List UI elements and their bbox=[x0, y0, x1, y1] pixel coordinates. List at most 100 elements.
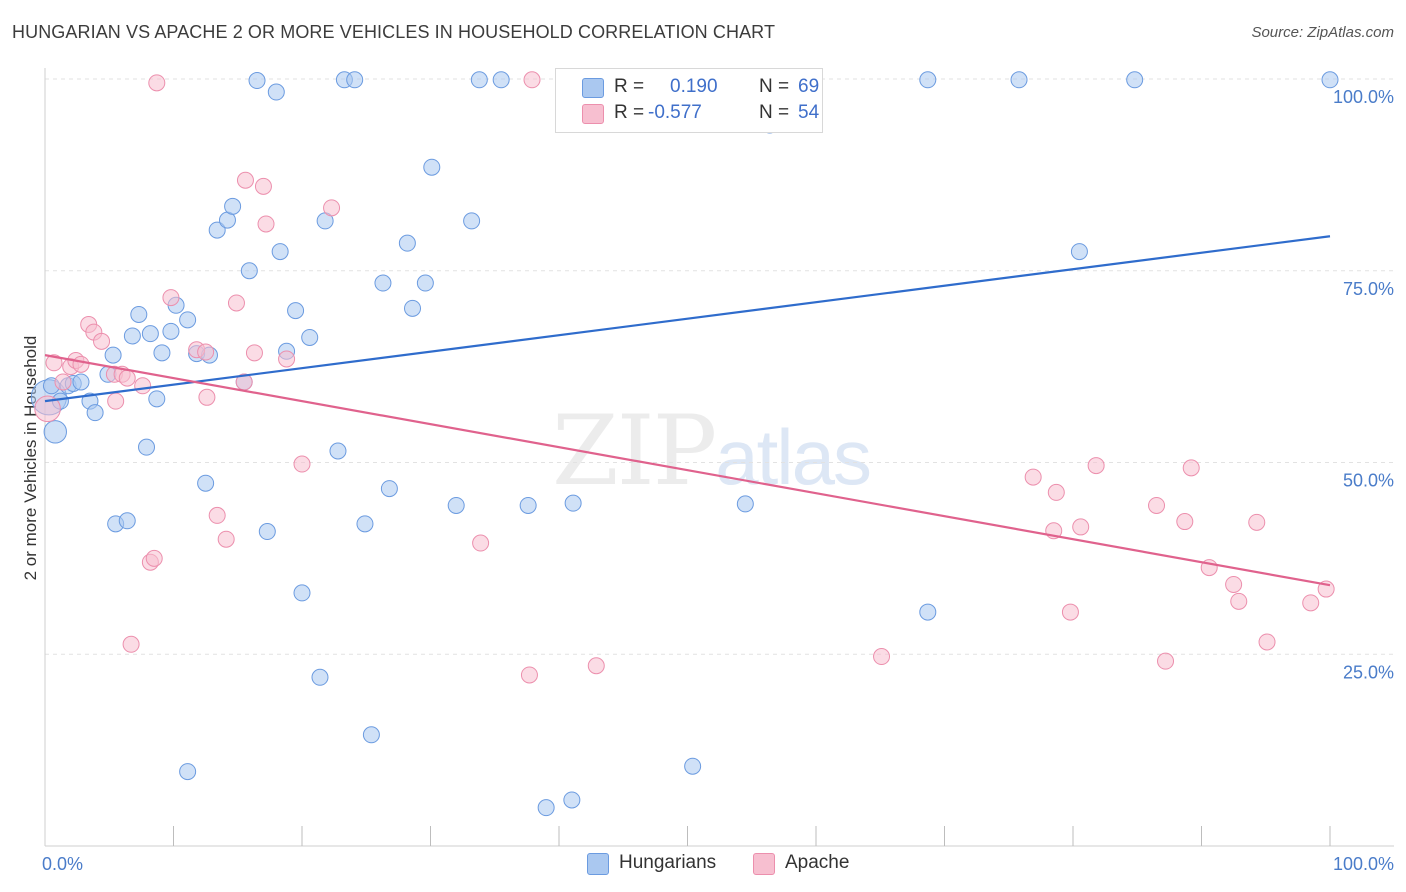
hungarians-point bbox=[356, 515, 374, 533]
source-label: Source: ZipAtlas.com bbox=[1251, 24, 1394, 41]
hungarians-point bbox=[148, 390, 166, 408]
hungarians-point bbox=[537, 799, 555, 817]
apache-point bbox=[1061, 603, 1079, 621]
hungarians-point bbox=[423, 158, 441, 176]
apache-point bbox=[148, 74, 166, 92]
legend-r-label: R = bbox=[614, 76, 645, 97]
hungarians-point bbox=[118, 512, 136, 530]
apache-point bbox=[118, 369, 136, 387]
apache-point bbox=[208, 506, 226, 524]
hungarians-point bbox=[208, 221, 226, 239]
apache-point bbox=[1072, 518, 1090, 536]
apache-point bbox=[873, 648, 891, 666]
hungarians-point bbox=[141, 325, 159, 343]
x-tick-label: 100.0% bbox=[1333, 854, 1394, 874]
hungarians-point bbox=[72, 373, 90, 391]
hungarians-point bbox=[179, 763, 197, 781]
hungarians-point bbox=[153, 344, 171, 362]
legend-n-label: N = bbox=[759, 102, 790, 123]
hungarians-legend-label: Hungarians bbox=[619, 852, 717, 873]
apache-point bbox=[1148, 496, 1166, 514]
apache-point bbox=[122, 635, 140, 653]
apache-trend-line bbox=[44, 354, 1331, 587]
apache-point bbox=[1230, 592, 1248, 610]
hungarians-trend-line bbox=[44, 235, 1331, 403]
hungarians-legend-swatch bbox=[587, 853, 609, 875]
hungarians-point bbox=[248, 72, 266, 90]
apache-point bbox=[472, 534, 490, 552]
hungarians-point bbox=[240, 262, 258, 280]
hungarians-point bbox=[1010, 71, 1028, 89]
apache-point bbox=[523, 71, 541, 89]
hungarians-point bbox=[329, 442, 347, 460]
apache-point bbox=[293, 455, 311, 473]
hungarians-point bbox=[1126, 71, 1144, 89]
hungarians-point bbox=[684, 757, 702, 775]
apache-point bbox=[254, 177, 272, 195]
hungarians-point bbox=[1321, 71, 1339, 89]
apache-point bbox=[107, 392, 125, 410]
apache-r-value: -0.577 bbox=[648, 102, 702, 123]
hungarians-point bbox=[43, 420, 67, 444]
apache-point bbox=[1302, 594, 1320, 612]
apache-point bbox=[245, 344, 263, 362]
hungarians-point bbox=[179, 311, 197, 329]
hungarians-point bbox=[919, 603, 937, 621]
hungarians-point bbox=[736, 495, 754, 513]
hungarians-point bbox=[130, 305, 148, 323]
hungarians-point bbox=[104, 346, 122, 364]
hungarians-point bbox=[374, 274, 392, 292]
apache-point bbox=[1176, 513, 1194, 531]
correlation-legend: R = 0.190 N = 69 R = -0.577 N = 54 bbox=[555, 68, 823, 133]
hungarians-point bbox=[380, 480, 398, 498]
apache-point bbox=[1047, 483, 1065, 501]
hungarians-point bbox=[311, 668, 329, 686]
apache-point bbox=[134, 377, 152, 395]
apache-point bbox=[257, 215, 275, 233]
apache-point bbox=[145, 549, 163, 567]
apache-point bbox=[1248, 513, 1266, 531]
hungarians-point bbox=[563, 791, 581, 809]
apache-n-value: 54 bbox=[798, 102, 820, 123]
apache-point bbox=[54, 373, 72, 391]
hungarians-point bbox=[271, 243, 289, 261]
apache-swatch bbox=[582, 104, 604, 124]
hungarians-point bbox=[492, 71, 510, 89]
hungarians-point bbox=[519, 496, 537, 514]
apache-point bbox=[162, 289, 180, 307]
hungarians-point bbox=[346, 71, 364, 89]
apache-legend-label: Apache bbox=[785, 852, 850, 873]
apache-point bbox=[236, 171, 254, 189]
chart-title: HUNGARIAN VS APACHE 2 OR MORE VEHICLES I… bbox=[12, 22, 776, 42]
x-tick-label: 0.0% bbox=[42, 854, 83, 874]
hungarians-point bbox=[267, 83, 285, 101]
hungarians-r-value: 0.190 bbox=[670, 76, 718, 97]
apache-point bbox=[93, 332, 111, 350]
hungarians-point bbox=[197, 474, 215, 492]
apache-point bbox=[227, 294, 245, 312]
apache-point bbox=[34, 395, 61, 423]
apache-point bbox=[587, 657, 605, 675]
apache-point bbox=[1317, 580, 1335, 598]
hungarians-point bbox=[362, 726, 380, 744]
hungarians-point bbox=[86, 404, 104, 422]
y-tick-label: 25.0% bbox=[1343, 662, 1394, 682]
hungarians-point bbox=[398, 234, 416, 252]
legend-n-label: N = bbox=[759, 76, 790, 97]
y-tick-label: 50.0% bbox=[1343, 471, 1394, 491]
hungarians-point bbox=[470, 71, 488, 89]
hungarians-point bbox=[404, 299, 422, 317]
hungarians-point bbox=[287, 302, 305, 320]
apache-point bbox=[1225, 575, 1243, 593]
legend-r-label: R = bbox=[614, 102, 645, 123]
apache-legend-swatch bbox=[753, 853, 775, 875]
apache-point bbox=[197, 343, 215, 361]
hungarians-point bbox=[919, 71, 937, 89]
apache-point bbox=[520, 666, 538, 684]
apache-point bbox=[217, 530, 235, 548]
hungarians-point bbox=[447, 496, 465, 514]
apache-point bbox=[1087, 457, 1105, 475]
hungarians-point bbox=[463, 212, 481, 230]
watermark-atlas: atlas bbox=[715, 413, 872, 501]
